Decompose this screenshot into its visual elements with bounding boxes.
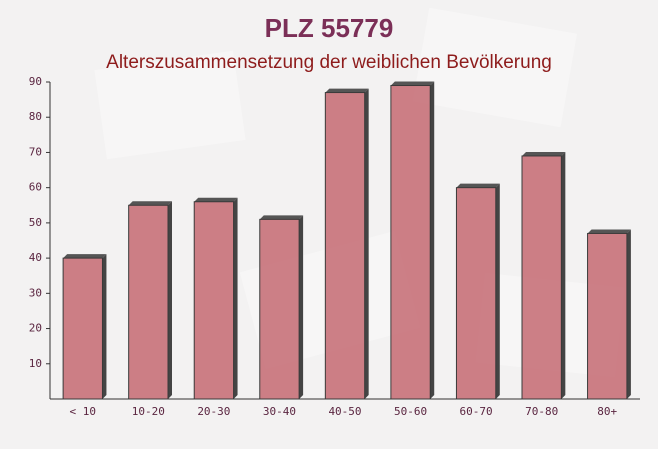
bar-side: [561, 151, 566, 399]
bar: [259, 218, 300, 400]
y-tick-label: 70: [29, 145, 42, 158]
bar-side: [233, 197, 238, 399]
bar: [455, 187, 497, 400]
x-tick-label: 60-70: [460, 405, 493, 418]
x-tick-label: 20-30: [197, 405, 230, 418]
x-tick-label: 40-50: [328, 405, 361, 418]
x-tick-label: 10-20: [132, 405, 165, 418]
bar-side: [102, 254, 107, 399]
bar-side: [168, 201, 172, 399]
bar-top: [259, 215, 304, 220]
bar-side: [299, 215, 304, 399]
bar-top: [390, 81, 435, 86]
bar-top: [63, 254, 107, 259]
y-tick-label: 50: [29, 216, 42, 229]
bar-top: [325, 88, 369, 93]
x-tick-label: 50-60: [394, 405, 427, 418]
bar: [587, 232, 628, 400]
y-tick-label: 30: [29, 286, 42, 299]
bar-top: [522, 151, 566, 156]
bar-top: [587, 229, 631, 234]
y-tick-label: 40: [29, 251, 42, 264]
bar: [521, 155, 562, 400]
bar: [324, 92, 366, 400]
bar: [62, 257, 103, 400]
bar-side: [495, 183, 500, 399]
y-tick-label: 60: [29, 181, 42, 194]
x-tick-label: 80+: [597, 405, 617, 418]
bar: [193, 201, 235, 400]
bar-side: [430, 81, 435, 400]
chart-title: PLZ 55779: [265, 13, 394, 43]
y-tick-label: 80: [29, 110, 42, 123]
x-tick-label: 70-80: [525, 405, 558, 418]
y-tick-label: 10: [29, 357, 42, 370]
x-tick-label: < 10: [70, 405, 97, 418]
bar-top: [194, 197, 238, 202]
bar-top: [128, 201, 172, 206]
x-tick-label: 30-40: [263, 405, 296, 418]
bar-top: [456, 183, 500, 188]
bar: [128, 204, 169, 400]
bar: [390, 85, 431, 400]
bar-side: [364, 88, 369, 400]
y-tick-label: 20: [29, 322, 42, 335]
bar-side: [626, 229, 631, 399]
chart-subtitle: Alterszusammensetzung der weiblichen Bev…: [106, 52, 552, 73]
y-tick-label: 90: [29, 75, 42, 88]
